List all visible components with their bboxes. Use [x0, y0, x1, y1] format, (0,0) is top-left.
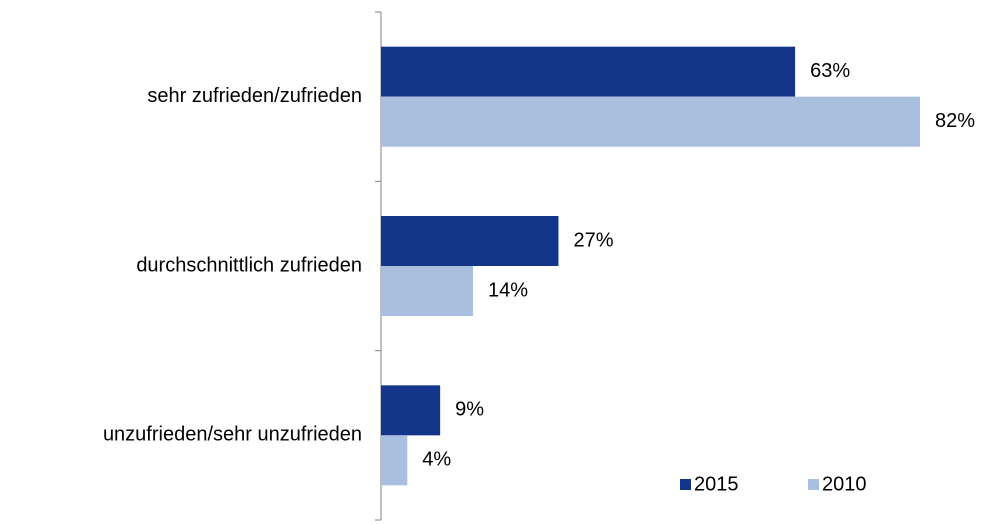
legend-label: 2015 [694, 473, 739, 495]
legend-swatch [808, 479, 819, 490]
bar [381, 96, 920, 147]
legend-label: 2010 [822, 473, 867, 495]
value-label: 4% [422, 449, 451, 471]
bar [381, 266, 474, 316]
category-label: unzufrieden/sehr unzufrieden [103, 424, 362, 446]
category-label: durchschnittlich zufrieden [136, 254, 362, 276]
value-label: 63% [810, 60, 850, 82]
category-label: sehr zufrieden/zufrieden [147, 85, 362, 107]
bar [381, 216, 559, 266]
value-label: 14% [488, 279, 528, 301]
bar [381, 435, 408, 486]
value-label: 82% [935, 110, 975, 132]
bar [381, 385, 441, 436]
value-label: 27% [573, 229, 613, 251]
bar [381, 46, 796, 97]
legend-swatch [680, 479, 691, 490]
value-label: 9% [455, 399, 484, 421]
